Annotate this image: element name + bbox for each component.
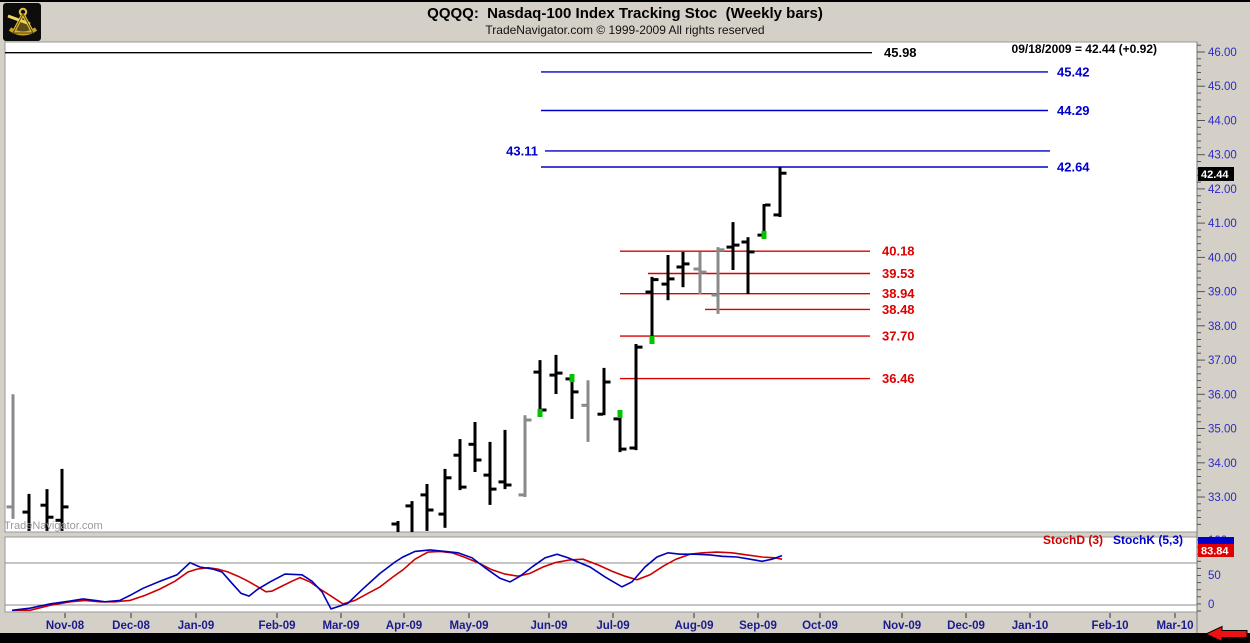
- price-axis-label: 33.00: [1208, 492, 1237, 504]
- x-axis-month-label: Dec-08: [112, 620, 150, 632]
- x-axis-month-label: Feb-10: [1091, 620, 1128, 632]
- price-axis-label: 39.00: [1208, 287, 1237, 299]
- level-label-45.98: 45.98: [884, 45, 917, 60]
- swing-marker: [569, 374, 575, 383]
- x-axis-month-label: Oct-09: [802, 620, 838, 632]
- swing-marker: [617, 410, 623, 418]
- stochd-line: [12, 550, 783, 612]
- scroll-left-arrow[interactable]: [1204, 625, 1248, 643]
- price-axis-label: 44.00: [1208, 116, 1237, 128]
- price-axis-label: 40.00: [1208, 252, 1237, 264]
- x-axis-month-label: Feb-09: [258, 620, 295, 632]
- x-axis-month-label: Jun-09: [530, 620, 567, 632]
- x-axis-month-label: Jul-09: [596, 620, 629, 632]
- stochk-value-marker: [1198, 537, 1234, 544]
- stochd-value-marker-label: 83.84: [1201, 546, 1229, 558]
- x-axis-month-label: Mar-10: [1156, 620, 1193, 632]
- x-axis-month-label: Nov-09: [883, 620, 921, 632]
- x-axis-month-label: Dec-09: [947, 620, 985, 632]
- price-axis-label: 38.00: [1208, 321, 1237, 333]
- price-axis-label: 41.00: [1208, 218, 1237, 230]
- price-axis-label: 37.00: [1208, 355, 1237, 367]
- stoch-axis-label: 50: [1208, 570, 1221, 582]
- bars-group: [6, 167, 787, 532]
- last-quote-readout: 09/18/2009 = 42.44 (+0.92): [1012, 42, 1157, 56]
- price-axis-label: 45.00: [1208, 81, 1237, 93]
- level-label-38.94: 38.94: [882, 286, 915, 301]
- level-label-40.18: 40.18: [882, 244, 915, 259]
- level-label-39.53: 39.53: [882, 266, 915, 281]
- level-label-42.64: 42.64: [1057, 160, 1090, 175]
- watermark: TradeNavigator.com: [4, 520, 103, 532]
- sextant-logo-icon: [3, 3, 41, 41]
- price-axis-label: 36.00: [1208, 389, 1237, 401]
- level-label-36.46: 36.46: [882, 371, 915, 386]
- x-axis-month-label: Apr-09: [386, 620, 422, 632]
- level-label-38.48: 38.48: [882, 302, 915, 317]
- price-axis-label: 34.00: [1208, 458, 1237, 470]
- price-axis-label: 43.00: [1208, 150, 1237, 162]
- swing-marker: [649, 336, 655, 344]
- x-axis-month-label: Mar-09: [322, 620, 359, 632]
- swing-marker: [761, 230, 767, 239]
- price-axis-label: 42.00: [1208, 184, 1237, 196]
- stochk-line: [11, 549, 783, 612]
- x-axis-month-label: Aug-09: [675, 620, 714, 632]
- tradenavigator-logo: [3, 3, 41, 41]
- level-label-44.29: 44.29: [1057, 103, 1090, 118]
- level-label-37.70: 37.70: [882, 329, 915, 344]
- stochd-value-marker: [1198, 544, 1234, 557]
- chart-copyright: TradeNavigator.com © 1999-2009 All right…: [485, 23, 765, 37]
- price-axis-label: 46.00: [1208, 47, 1237, 59]
- bottom-bar: [0, 633, 1250, 643]
- x-axis-month-label: May-09: [450, 620, 489, 632]
- last-price-marker: [1198, 167, 1234, 181]
- x-axis-month-label: Jan-10: [1012, 620, 1048, 632]
- last-price-marker-label: 42.44: [1201, 169, 1229, 181]
- x-axis-month-label: Nov-08: [46, 620, 85, 632]
- legend-stochd[interactable]: StochD (3): [1043, 533, 1103, 547]
- price-axis-label: 35.00: [1208, 424, 1237, 436]
- level-label-45.42: 45.42: [1057, 64, 1090, 79]
- level-label-43.11: 43.11: [506, 143, 538, 158]
- price-panel: [4, 41, 1198, 533]
- chart-title: QQQQ: Nasdaq-100 Index Tracking Stoc (We…: [427, 5, 823, 22]
- x-axis-month-label: Jan-09: [178, 620, 214, 632]
- stoch-axis-label: 0: [1208, 599, 1214, 611]
- legend-stochk[interactable]: StochK (5,3): [1113, 533, 1183, 547]
- swing-marker: [537, 408, 543, 417]
- x-axis-month-label: Sep-09: [739, 620, 777, 632]
